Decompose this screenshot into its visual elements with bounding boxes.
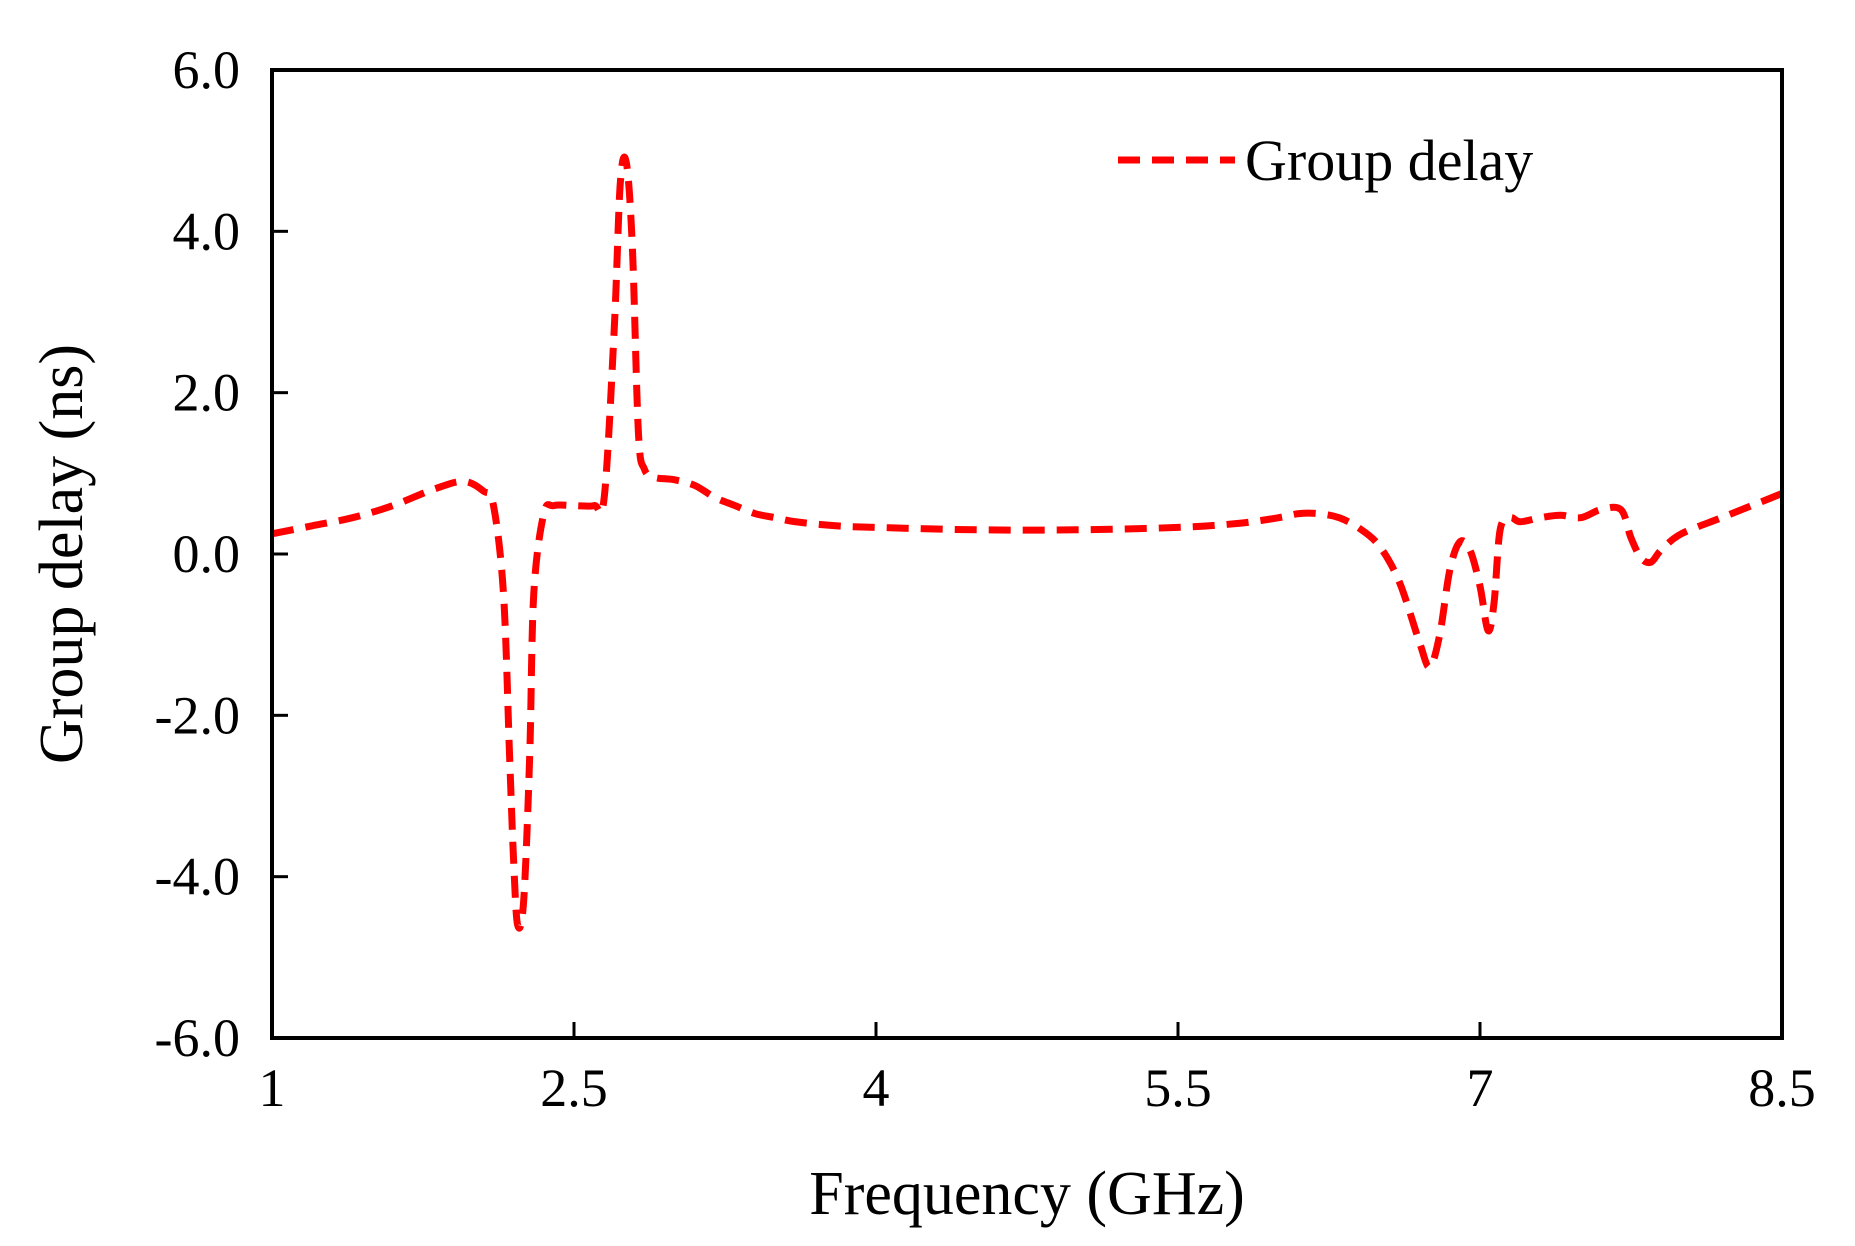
x-tick-label: 7	[1467, 1058, 1494, 1118]
series-line-group-delay	[271, 153, 1784, 932]
y-tick-label: 4.0	[173, 201, 241, 261]
y-axis-title: Group delay (ns)	[28, 344, 96, 764]
x-axis: 1 2.5 4 5.5 7 8.5	[259, 1022, 1816, 1118]
x-tick-label: 1	[259, 1058, 286, 1118]
x-tick-label: 5.5	[1144, 1058, 1212, 1118]
plot-area	[271, 153, 1784, 932]
legend-label: Group delay	[1245, 128, 1533, 193]
x-tick-label: 8.5	[1748, 1058, 1816, 1118]
x-tick-label: 2.5	[540, 1058, 608, 1118]
y-tick-label: 0.0	[173, 524, 241, 584]
x-axis-title: Frequency (GHz)	[809, 1160, 1245, 1228]
y-tick-label: 6.0	[173, 40, 241, 100]
x-tick-label: 4	[863, 1058, 890, 1118]
y-tick-label: -2.0	[155, 685, 240, 745]
y-tick-label: -4.0	[155, 847, 240, 907]
y-tick-label: -6.0	[155, 1008, 240, 1068]
y-axis: 6.0 4.0 2.0 0.0 -2.0 -4.0 -6.0	[155, 40, 288, 1068]
legend: Group delay	[1118, 128, 1533, 193]
y-tick-label: 2.0	[173, 363, 241, 423]
